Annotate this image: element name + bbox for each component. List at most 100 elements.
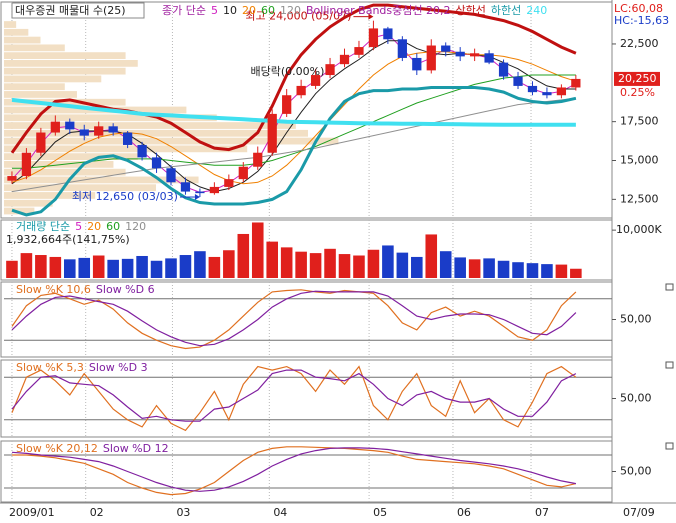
legend-entry: Slow %K 5,3	[16, 361, 84, 374]
series-line	[11, 97, 576, 193]
profile-bar	[4, 44, 65, 52]
volume-bar	[295, 251, 307, 278]
candle-body	[65, 121, 75, 130]
volume-bar	[78, 257, 91, 278]
series-line	[12, 446, 577, 496]
candle-body	[7, 176, 17, 181]
annotation: 최고 24,000 (05/07)	[245, 10, 351, 23]
legend-entry: 120	[280, 4, 301, 17]
change-label: 0.25%	[620, 86, 655, 99]
legend-entry: Slow %K 10,6	[16, 283, 91, 296]
y-tick-label: 15,000	[620, 154, 659, 167]
series-line	[11, 86, 577, 217]
candle-body	[50, 121, 60, 133]
profile-bar	[4, 36, 41, 44]
profile-bar	[4, 67, 126, 75]
profile-bar	[4, 137, 339, 145]
legend-entry: 5	[211, 4, 218, 17]
y-tick-label: 22,500	[620, 37, 659, 50]
profile-bar	[4, 21, 17, 28]
profile-bar	[4, 98, 126, 106]
volume-bar	[512, 262, 524, 278]
candle-body	[238, 166, 248, 180]
profile-bar	[4, 59, 138, 67]
legend-entry: Slow %K 20,12	[16, 442, 98, 455]
volume-bar	[411, 256, 423, 278]
volume-bar	[20, 253, 33, 278]
x-tick-label: 06	[457, 506, 471, 519]
profile-bar	[4, 129, 308, 137]
series-line	[11, 447, 577, 492]
y-tick-label: 50,00	[620, 313, 652, 326]
legend-entry: Slow %D 12	[103, 442, 169, 455]
legend-entry: 20	[87, 220, 101, 233]
candle-body	[282, 95, 292, 114]
volume-bar	[454, 257, 466, 278]
x-tick-label: 04	[273, 506, 287, 519]
candle-body	[166, 168, 176, 183]
candle-body	[498, 62, 509, 77]
profile-bar	[4, 83, 65, 91]
series-line	[11, 289, 577, 350]
profile-bar	[4, 114, 217, 122]
volume-bar	[223, 250, 235, 278]
volume-bar	[555, 264, 568, 278]
profile-bar	[4, 145, 248, 153]
volume-bar	[107, 259, 119, 278]
volume-bar	[92, 255, 105, 278]
series-line	[12, 74, 576, 169]
volume-bar	[396, 252, 409, 278]
volume-bar	[497, 260, 510, 278]
candle-body	[195, 191, 205, 194]
candle-body	[412, 57, 422, 71]
series-line	[11, 290, 577, 347]
candle-body	[267, 113, 277, 153]
volume-bar	[526, 263, 539, 278]
volume-bar	[353, 255, 365, 278]
profile-bar	[4, 28, 29, 36]
volume-bar	[121, 258, 134, 278]
candle-body	[21, 152, 32, 177]
candle-body	[180, 182, 191, 192]
legend-entry: 5	[75, 220, 82, 233]
series-line	[11, 369, 577, 422]
y-tick-label: 50,00	[620, 392, 652, 405]
candle-body	[527, 85, 538, 93]
volume-bar	[64, 259, 76, 278]
volume-bar	[541, 264, 553, 278]
volume-bar	[439, 251, 452, 278]
volume-bar	[382, 245, 394, 278]
panel-button	[665, 442, 674, 450]
legend-entry: 10	[223, 4, 237, 17]
profile-bar	[4, 91, 77, 98]
last-price-box	[614, 71, 660, 86]
panel-subtitle: 1,932,664주(141,75%)	[6, 233, 130, 246]
candle-body	[397, 39, 407, 58]
candle-body	[368, 28, 379, 48]
candle-body	[224, 179, 234, 187]
candle-body	[209, 186, 220, 194]
title-box	[11, 2, 145, 19]
candle-body	[108, 126, 118, 133]
x-tick-label: 2009/01	[9, 506, 55, 519]
panel-button	[665, 283, 674, 291]
volume-bar	[570, 268, 582, 278]
candle-body	[339, 54, 350, 65]
candle-body	[151, 157, 162, 169]
series-line	[11, 33, 577, 193]
legend-entry: 하한선	[491, 3, 521, 17]
candle-body	[253, 152, 263, 167]
profile-bar	[4, 168, 126, 176]
x-tick-label: 02	[90, 506, 104, 519]
series-line	[11, 51, 577, 185]
profile-bar	[4, 52, 126, 59]
candle-body	[426, 45, 436, 71]
stoch-plot	[11, 446, 577, 496]
volume-bar	[6, 260, 18, 278]
legend-label: Bollinger Bands중심선 20,2	[306, 4, 451, 17]
series-line	[11, 97, 576, 127]
y-tick-label: 10,000K	[616, 223, 662, 236]
candle-body	[441, 45, 451, 52]
candle-body	[470, 53, 480, 57]
